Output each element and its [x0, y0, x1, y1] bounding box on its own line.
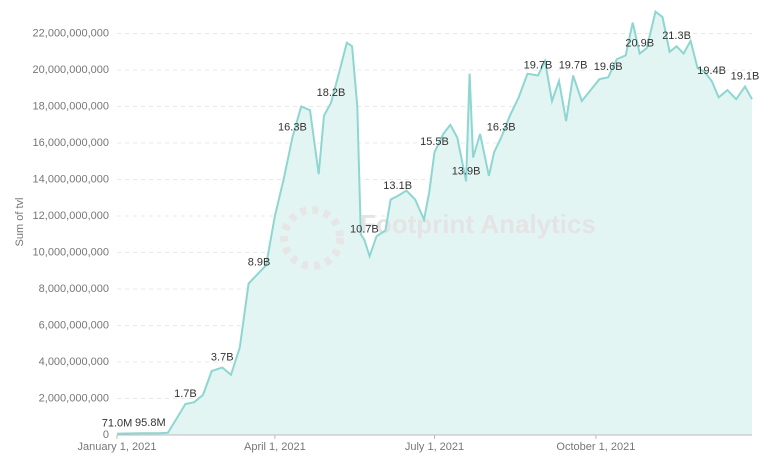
area [117, 11, 752, 435]
data-label: 20.9B [625, 38, 654, 50]
data-label: 19.6B [594, 61, 623, 73]
watermark: Footprint Analytics [360, 209, 596, 239]
data-label: 13.9B [452, 165, 481, 177]
data-label: 95.8M [135, 417, 166, 429]
data-label: 1.7B [174, 388, 197, 400]
y-tick-label: 2,000,000,000 [39, 392, 109, 404]
x-tick-label: July 1, 2021 [405, 441, 464, 453]
data-label: 71.0M [102, 418, 133, 430]
x-tick-label: October 1, 2021 [556, 441, 635, 453]
y-tick-label: 8,000,000,000 [39, 283, 109, 295]
data-label: 19.4B [697, 65, 726, 77]
y-tick-label: 16,000,000,000 [33, 137, 109, 149]
y-tick-label: 22,000,000,000 [33, 27, 109, 39]
y-tick-label: 18,000,000,000 [33, 100, 109, 112]
y-tick-label: 4,000,000,000 [39, 356, 109, 368]
y-tick-label: 20,000,000,000 [33, 64, 109, 76]
data-label: 8.9B [248, 257, 271, 269]
data-label: 16.3B [487, 121, 516, 133]
data-label: 16.3B [278, 121, 307, 133]
line [116, 9, 753, 435]
data-label: 10.7B [350, 224, 379, 236]
data-label: 19.7B [559, 59, 588, 71]
data-label: 15.5B [420, 136, 449, 148]
data-label: 21.3B [662, 30, 691, 42]
data-label: 18.2B [317, 87, 346, 99]
watermark-logo [280, 206, 344, 270]
y-tick-label: 14,000,000,000 [33, 173, 109, 185]
y-axis-label: Sum of tvl [14, 198, 26, 247]
data-label: 3.7B [211, 351, 234, 363]
x-tick-label: January 1, 2021 [78, 441, 157, 453]
watermark-group: Footprint Analytics [280, 206, 596, 270]
data-label: 19.1B [731, 70, 760, 82]
y-tick-label: 0 [103, 429, 109, 441]
data-label: 13.1B [383, 180, 412, 192]
y-tick-label: 10,000,000,000 [33, 246, 109, 258]
data-label: 19.7B [524, 59, 553, 71]
y-tick-label: 6,000,000,000 [39, 319, 109, 331]
x-tick-label: April 1, 2021 [244, 441, 306, 453]
y-tick-label: 12,000,000,000 [33, 210, 109, 222]
